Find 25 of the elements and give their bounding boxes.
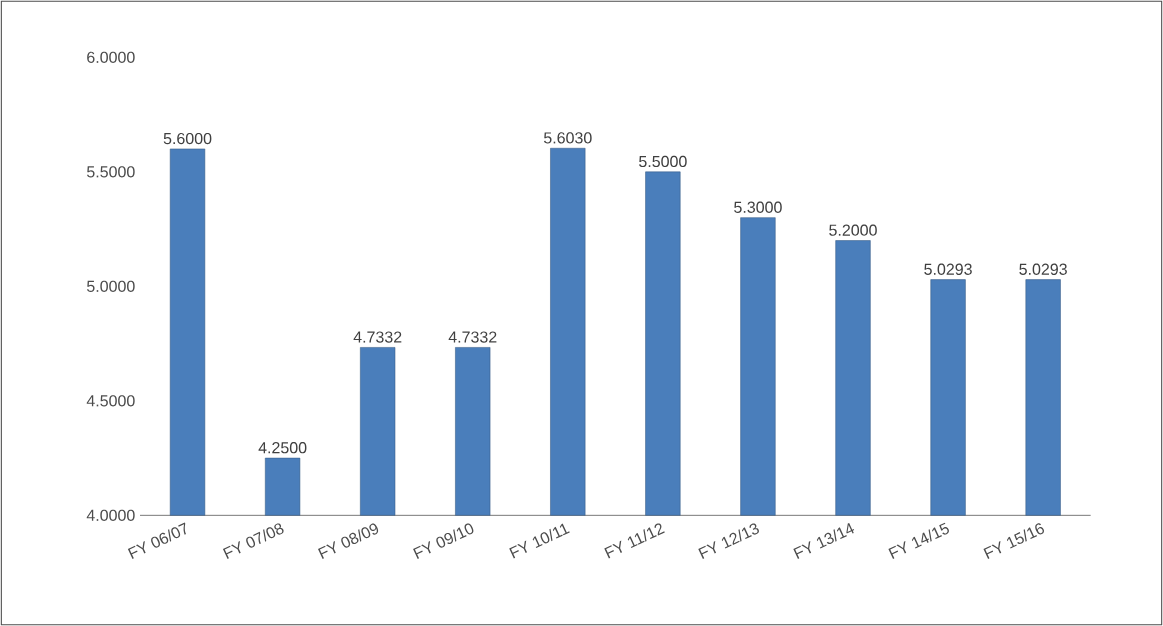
data-label: 5.6000 [163, 132, 212, 145]
x-tick-label: FY 06/07 [127, 522, 187, 559]
y-tick-label: 4.5000 [86, 395, 135, 407]
y-tick-label: 5.0000 [87, 280, 135, 292]
data-label: 4.7332 [448, 331, 497, 343]
x-tick-label: FY 08/09 [318, 523, 379, 559]
y-tick-label: 5.5000 [87, 166, 135, 178]
data-label: 5.2000 [829, 224, 877, 236]
data-label: 5.6030 [543, 132, 592, 144]
data-label: 5.0293 [1019, 263, 1067, 275]
x-tick-label: FY 15/16 [983, 523, 1045, 559]
x-tick-label: FY 10/11 [509, 523, 570, 559]
x-tick-label: FY 14/15 [888, 522, 949, 559]
data-label: 5.0293 [924, 263, 972, 275]
x-tick-label: FY 11/12 [604, 523, 665, 559]
x-tick-label: FY 13/14 [793, 522, 855, 559]
data-label: 5.3000 [734, 201, 782, 213]
x-tick-label: FY 07/08 [222, 523, 284, 559]
data-label: 4.7332 [353, 331, 402, 343]
x-tick-label: FY 12/13 [698, 523, 759, 559]
data-label: 4.2500 [258, 442, 307, 454]
data-label: 5.5000 [639, 155, 687, 168]
x-tick-label: FY 09/10 [413, 523, 474, 559]
y-tick-label: 6.0000 [87, 51, 135, 63]
y-tick-label: 4.0000 [86, 509, 135, 521]
